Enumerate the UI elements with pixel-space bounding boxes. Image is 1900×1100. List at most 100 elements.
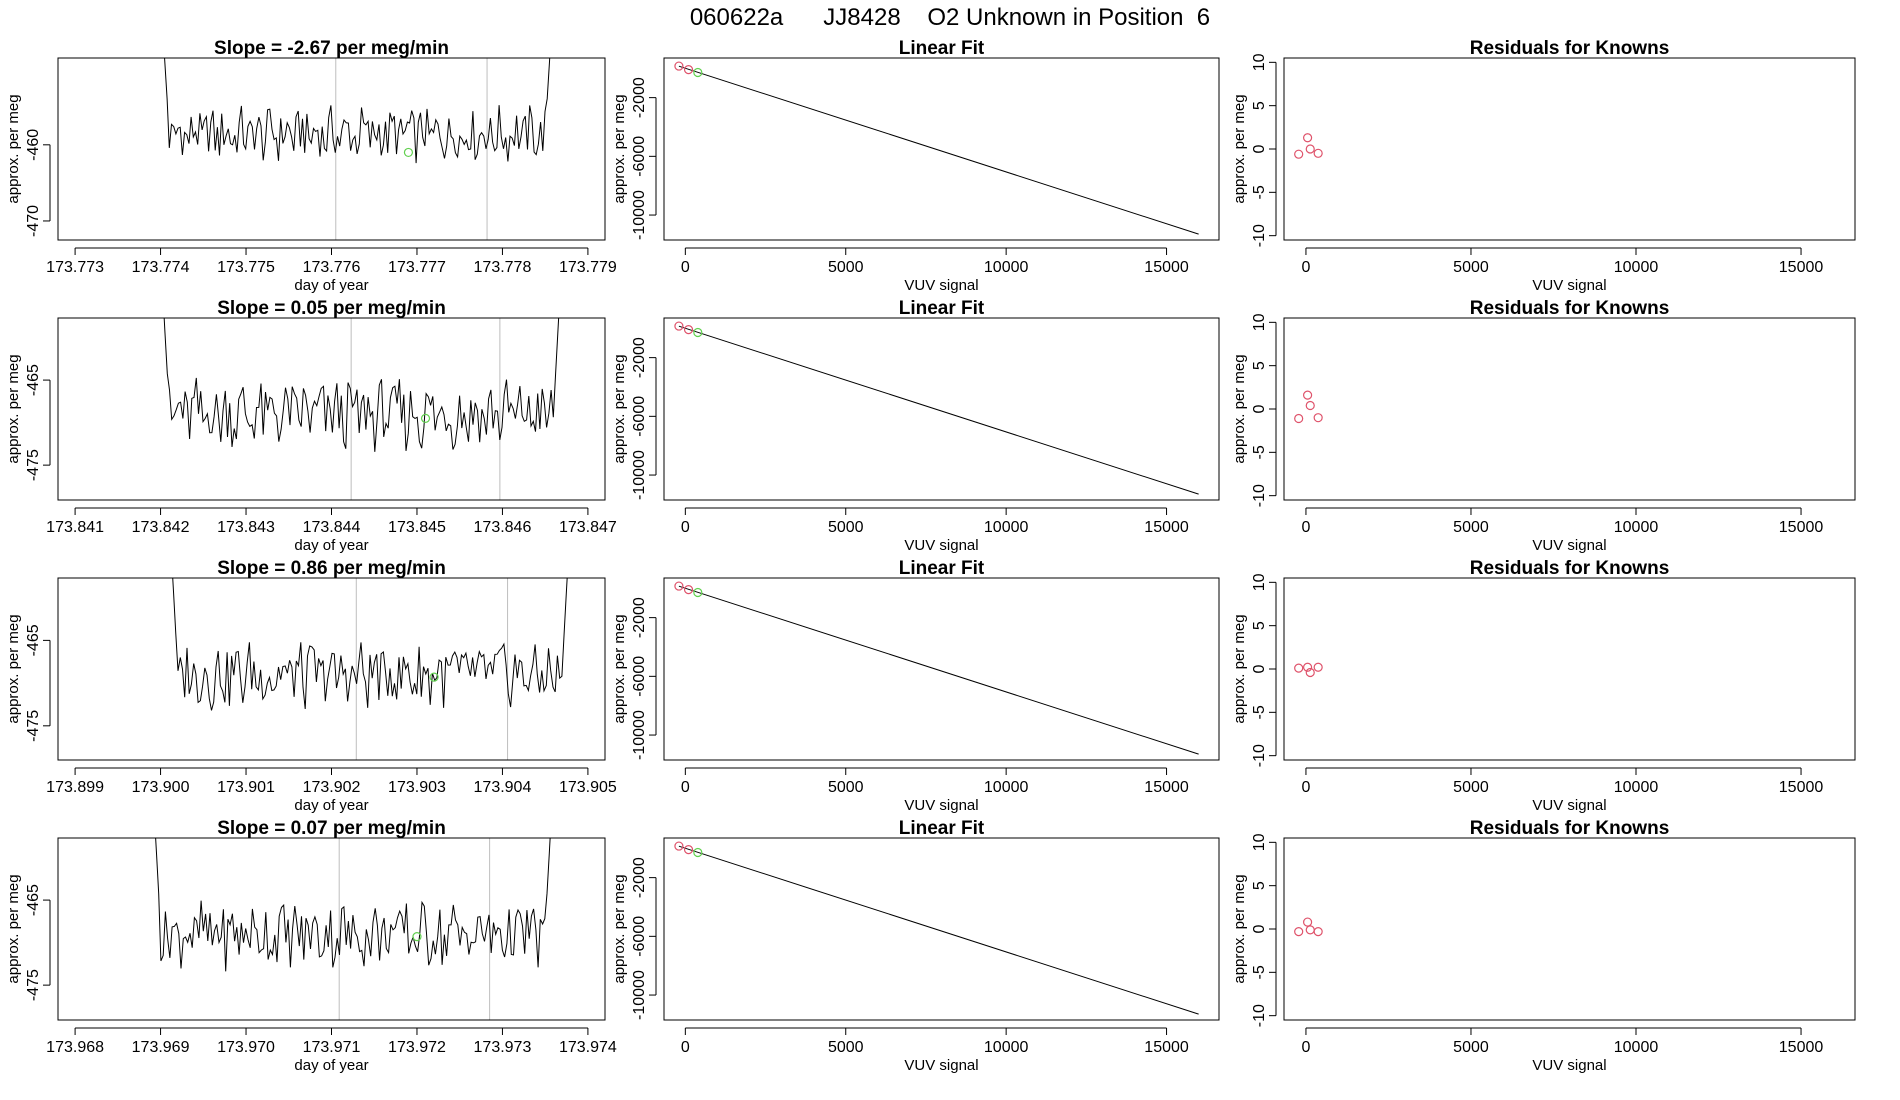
residual-point: [1305, 925, 1315, 935]
y-tick-label: 0: [1251, 664, 1268, 673]
time-series-panel-row-2: Slope = 0.05 per meg/min 173.841 173.842 17…: [5, 298, 617, 554]
x-tick-label: 173.971: [303, 1039, 361, 1056]
unknown-point: [420, 413, 431, 423]
plot-area: [674, 61, 1199, 235]
panel-title: Slope = 0.07 per meg/min: [217, 818, 446, 839]
plot-area: [155, 838, 551, 1020]
x-tick-label: 5000: [1453, 259, 1489, 276]
y-tick-label: 5: [1251, 361, 1268, 370]
x-tick-label: 173.841: [46, 519, 104, 536]
x-axis-label: VUV signal: [1532, 1057, 1606, 1074]
residual-point: [1313, 148, 1323, 158]
plot-frame: [663, 577, 1220, 761]
x-axis-label: day of year: [294, 537, 368, 554]
residual-point: [1305, 144, 1315, 154]
y-tick-label: 10: [1251, 573, 1268, 591]
x-tick-label: 173.899: [46, 779, 104, 796]
measurement-trace-line: [163, 318, 560, 452]
y-tick-label: -465: [25, 364, 42, 396]
y-axis-label: approx. per meg: [1231, 354, 1248, 463]
x-tick-label: 173.904: [474, 779, 532, 796]
plot-area: [1294, 390, 1323, 424]
y-tick-label: -475: [25, 969, 42, 1001]
residuals-panel-row-1: Residuals for Knowns 0 5000 10000 15000 VUV s…: [1231, 38, 1856, 294]
residual-point: [1294, 413, 1304, 424]
y-axis-label: approx. per meg: [611, 614, 628, 723]
y-axis-label: approx. per meg: [1231, 614, 1248, 723]
linear-fit-panel-row-2: Linear Fit 0 5000 10000 15000 VUV signal -2000…: [611, 298, 1220, 554]
x-tick-label: 173.900: [132, 779, 190, 796]
y-tick-label: -2000: [631, 597, 648, 638]
x-tick-label: 173.905: [559, 779, 617, 796]
plot-frame: [663, 837, 1220, 1021]
x-tick-label: 173.968: [46, 1039, 104, 1056]
x-tick-label: 173.778: [474, 259, 532, 276]
panel-title: Residuals for Knowns: [1470, 38, 1670, 59]
x-tick-label: 0: [681, 779, 690, 796]
plot-frame: [57, 837, 606, 1021]
linear-fit-panel-row-1: Linear Fit 0 5000 10000 15000 VUV signal -2000…: [611, 38, 1220, 294]
known-point: [683, 844, 694, 855]
x-axis-label: VUV signal: [1532, 797, 1606, 814]
y-tick-label: -5: [1251, 185, 1268, 199]
unknown-point: [412, 932, 422, 942]
panel-title: Slope = 0.86 per meg/min: [217, 558, 446, 579]
y-tick-label: 0: [1251, 144, 1268, 153]
fit-line: [678, 65, 1199, 235]
residual-point: [1302, 133, 1313, 143]
y-tick-label: 10: [1251, 53, 1268, 71]
plot-frame: [663, 57, 1220, 241]
y-tick-label: -10000: [631, 970, 648, 1020]
x-tick-label: 173.846: [474, 519, 532, 536]
plot-area: [163, 318, 560, 500]
panel-title: Slope = -2.67 per meg/min: [214, 38, 449, 59]
y-tick-label: -2000: [631, 857, 648, 898]
x-tick-label: 173.845: [388, 519, 446, 536]
y-tick-label: -5: [1251, 705, 1268, 719]
x-tick-label: 15000: [1144, 1039, 1189, 1056]
y-tick-label: -475: [25, 710, 42, 742]
panel-title: Residuals for Knowns: [1470, 558, 1670, 579]
panel-title: Linear Fit: [899, 818, 985, 839]
y-tick-label: -10: [1251, 224, 1268, 247]
x-tick-label: 173.843: [217, 519, 275, 536]
y-tick-label: -6000: [631, 396, 648, 437]
x-tick-label: 0: [1301, 519, 1310, 536]
unknown-point: [693, 67, 703, 78]
y-tick-label: -2000: [631, 77, 648, 118]
residual-point: [1302, 390, 1313, 400]
y-axis-label: approx. per meg: [5, 94, 22, 203]
x-tick-label: 0: [1301, 1039, 1310, 1056]
x-tick-label: 15000: [1779, 259, 1824, 276]
time-series-panel-row-3: Slope = 0.86 per meg/min 173.899 173.900 17…: [5, 558, 617, 814]
y-axis-label: approx. per meg: [611, 354, 628, 463]
y-tick-label: -10000: [631, 710, 648, 760]
plot-area: [164, 58, 551, 240]
unknown-point: [429, 672, 439, 682]
panel-title: Linear Fit: [899, 298, 985, 319]
residual-point: [1302, 917, 1313, 927]
plot-frame: [57, 57, 606, 241]
residual-point: [1305, 400, 1315, 411]
x-tick-label: 10000: [1614, 259, 1659, 276]
x-tick-label: 10000: [984, 519, 1029, 536]
x-axis-label: VUV signal: [1532, 537, 1606, 554]
y-axis-label: approx. per meg: [611, 874, 628, 983]
known-point: [674, 61, 684, 71]
residual-point: [1313, 662, 1323, 672]
x-tick-label: 173.973: [474, 1039, 532, 1056]
plot-frame: [1283, 317, 1856, 501]
x-tick-label: 173.901: [217, 779, 275, 796]
x-tick-label: 15000: [1779, 519, 1824, 536]
x-tick-label: 10000: [984, 779, 1029, 796]
x-axis-label: day of year: [294, 277, 368, 294]
unknown-point: [693, 587, 703, 598]
x-tick-label: 173.847: [559, 519, 617, 536]
x-tick-label: 173.775: [217, 259, 275, 276]
residual-point: [1305, 667, 1315, 678]
x-tick-label: 173.773: [46, 259, 104, 276]
residuals-panel-row-2: Residuals for Knowns 0 5000 10000 15000 VUV s…: [1231, 298, 1856, 554]
plot-frame: [663, 317, 1220, 501]
y-tick-label: -465: [25, 624, 42, 656]
y-tick-label: -10000: [631, 190, 648, 240]
